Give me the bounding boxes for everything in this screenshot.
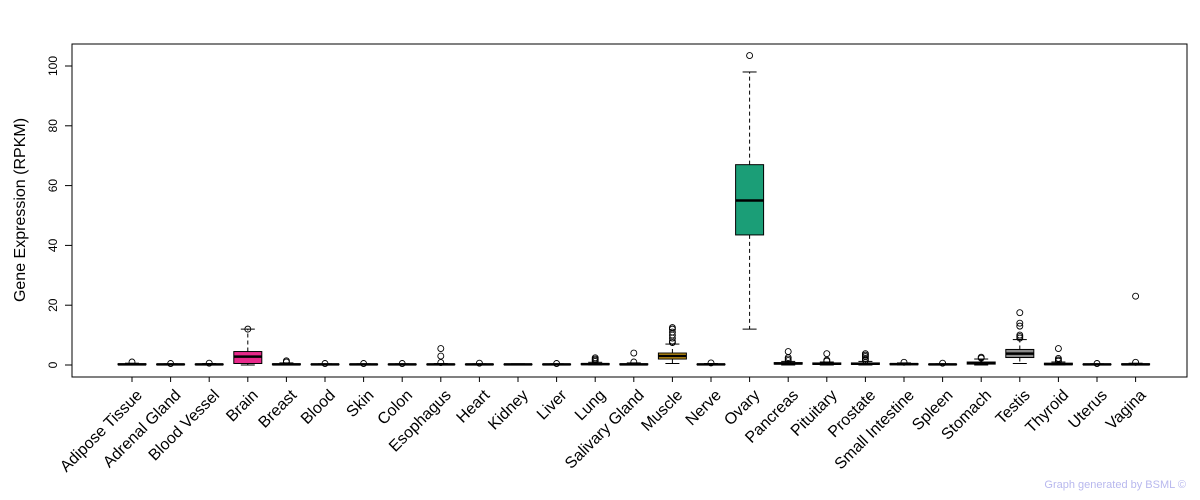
y-tick-label: 100 <box>46 56 60 76</box>
x-label-muscle: Muscle <box>638 387 686 435</box>
outlier-point <box>939 359 947 367</box>
box-adrenal-gland <box>156 360 186 382</box>
y-tick-label: 20 <box>46 298 60 312</box>
outlier-point <box>1016 322 1024 330</box>
outlier-point <box>784 348 792 355</box>
x-label-breast: Breast <box>256 386 301 431</box>
outlier-point <box>861 354 869 362</box>
outlier-point <box>823 356 831 364</box>
x-label-skin: Skin <box>343 387 377 421</box>
outlier-point <box>823 350 831 358</box>
x-label-blood: Blood <box>298 387 339 428</box>
outlier-point <box>861 356 869 364</box>
outlier-point <box>205 359 213 367</box>
outlier-point <box>861 350 869 358</box>
box-heart <box>464 359 494 382</box>
y-axis-label: Gene Expression (RPKM) <box>12 118 29 302</box>
outlier-point <box>360 360 368 367</box>
outlier-point <box>321 360 329 367</box>
box-blood-vessel <box>194 359 224 382</box>
box-skin <box>349 360 379 382</box>
box-kidney <box>503 363 533 382</box>
x-label-kidney: Kidney <box>485 387 532 434</box>
outlier-point <box>437 352 445 360</box>
outlier-point <box>475 359 483 367</box>
box-uterus <box>1082 360 1112 382</box>
y-tick-label: 40 <box>46 238 60 252</box>
outlier-point <box>591 354 599 362</box>
outlier-point <box>977 353 985 361</box>
box-colon <box>387 360 417 382</box>
outlier-point <box>244 325 252 333</box>
y-tick-label: 80 <box>46 119 60 133</box>
x-label-nerve: Nerve <box>683 387 725 429</box>
box-breast <box>271 357 301 382</box>
y-tick-label: 0 <box>46 361 60 368</box>
box-series <box>117 52 1151 382</box>
box-pituitary <box>812 350 842 382</box>
box-brain <box>233 325 263 382</box>
outlier-point <box>1016 309 1024 317</box>
plot-area-frame <box>71 43 1188 378</box>
outlier-point <box>1016 319 1024 327</box>
outlier-point <box>282 357 290 365</box>
box-thyroid <box>1043 345 1073 382</box>
outlier-point <box>1054 345 1062 353</box>
outlier-point <box>668 328 676 336</box>
outlier-point <box>630 349 638 357</box>
box-nerve <box>696 359 726 382</box>
box-liver <box>542 360 572 382</box>
outlier-point <box>1093 360 1101 367</box>
box-stomach <box>966 353 996 382</box>
x-label-liver: Liver <box>534 386 571 423</box>
outlier-point <box>398 360 406 367</box>
box-adipose-tissue <box>117 358 147 382</box>
x-label-vagina: Vagina <box>1103 387 1149 433</box>
box-salivary-gland <box>619 349 649 382</box>
y-axis: 0 20 40 60 80 100 <box>46 56 73 368</box>
outlier-point <box>437 345 445 353</box>
outlier-point <box>746 52 754 59</box>
box-pancreas <box>773 348 803 382</box>
outlier-point <box>1054 354 1062 362</box>
outlier-point <box>128 358 136 366</box>
box-esophagus <box>426 345 456 382</box>
box-prostate <box>850 350 880 382</box>
box-spleen <box>928 359 958 382</box>
outlier-point <box>1132 292 1140 300</box>
x-label-uterus: Uterus <box>1066 387 1111 432</box>
box-muscle <box>657 324 687 382</box>
box-vagina <box>1121 292 1151 382</box>
box-testis <box>1005 309 1035 382</box>
box-blood <box>310 360 340 382</box>
y-tick-label: 60 <box>46 179 60 193</box>
outlier-point <box>437 359 445 367</box>
x-label-thyroid: Thyroid <box>1023 387 1073 437</box>
outlier-point <box>1132 358 1140 366</box>
credit-text: Graph generated by BSML © <box>1044 479 1186 491</box>
box-ovary <box>735 52 765 382</box>
outlier-point <box>630 358 638 366</box>
outlier-point <box>900 358 908 366</box>
box-small-intestine <box>889 358 919 382</box>
outlier-point <box>1016 331 1024 339</box>
outlier-point <box>553 360 561 367</box>
outlier-point <box>668 324 676 332</box>
outlier-point <box>707 359 715 367</box>
outlier-point <box>167 360 175 367</box>
box-lung <box>580 354 610 382</box>
